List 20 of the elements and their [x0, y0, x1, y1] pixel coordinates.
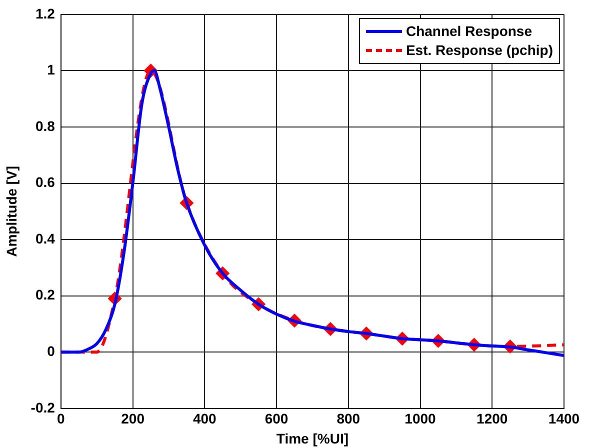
y-tick-label: 0.8: [35, 118, 56, 134]
legend-label: Est. Response (pchip): [406, 41, 553, 60]
y-tick-label: 0.2: [35, 286, 56, 303]
y-axis-title: Amplitude [V]: [3, 166, 20, 257]
y-tick-label: 1: [47, 62, 56, 78]
y-tick-label: 0.4: [35, 230, 56, 246]
y-tick-label: -0.2: [30, 399, 56, 416]
legend-label: Channel Response: [406, 22, 532, 42]
x-tick-label: 0: [57, 410, 66, 427]
x-tick-label: 200: [121, 410, 145, 427]
x-tick-label: 600: [264, 410, 288, 427]
x-tick-label: 800: [336, 410, 360, 427]
x-tick-label: 1200: [476, 410, 508, 427]
x-axis-title: Time [%UI]: [276, 430, 349, 446]
y-tick-label: 0: [47, 342, 56, 359]
x-tick-label: 1000: [404, 410, 436, 427]
y-tick-label: 1.2: [35, 5, 56, 22]
x-tick-label: 1400: [548, 410, 580, 427]
y-tick-label: 0.6: [35, 174, 56, 190]
x-tick-label: 400: [192, 410, 217, 427]
